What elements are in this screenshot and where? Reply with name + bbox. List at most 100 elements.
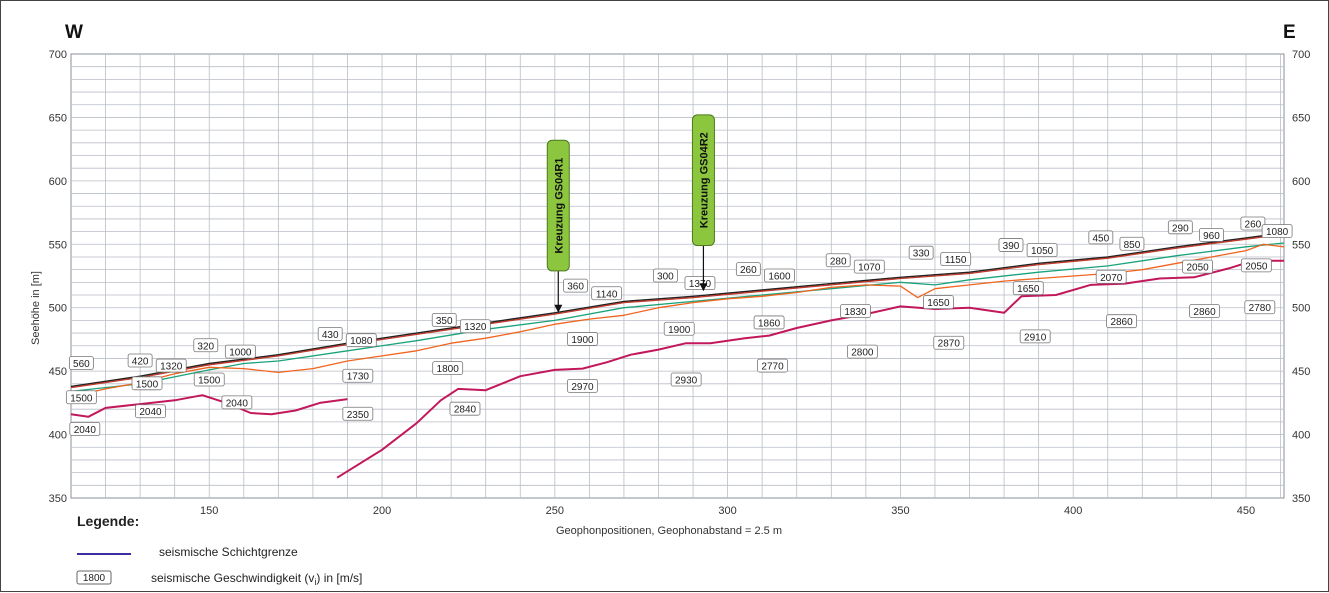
velocity-label-text: 1800 <box>437 364 460 375</box>
velocity-label-text: 2860 <box>1193 307 1216 318</box>
velocity-label: 330 <box>908 245 934 260</box>
velocity-label-text: 2840 <box>454 405 477 416</box>
crossing-markers-layer: Kreuzung GS04R1 Kreuzung GS04R2 <box>546 114 715 313</box>
velocity-label-box <box>1167 220 1193 235</box>
y-tick-label-right: 700 <box>1292 49 1310 61</box>
velocity-label: 1860 <box>753 315 785 330</box>
velocity-label-text: 2040 <box>139 407 162 418</box>
velocity-label-text: 1600 <box>768 272 791 283</box>
velocity-label: 560 <box>68 356 94 370</box>
velocity-label-box <box>591 286 623 301</box>
velocity-label-box <box>670 372 702 387</box>
velocity-label-text: 1000 <box>229 348 252 359</box>
velocity-label: 2350 <box>342 406 374 421</box>
velocity-label-box <box>923 295 954 310</box>
velocity-label-text: 1650 <box>927 298 950 309</box>
crossing-marker-box <box>691 114 715 247</box>
velocity-label: 1070 <box>853 259 885 274</box>
x-tick-label: 300 <box>718 505 736 517</box>
velocity-label-box <box>1088 230 1114 245</box>
velocity-label-box <box>998 238 1024 252</box>
velocity-label-box <box>1182 259 1214 274</box>
direction-west: W <box>65 22 83 43</box>
velocity-label-box <box>193 338 219 353</box>
velocity-label-box <box>764 268 795 283</box>
x-tick-label: 150 <box>200 505 218 517</box>
y-tick-label-left: 400 <box>49 430 67 442</box>
x-tick-label: 350 <box>891 505 909 517</box>
velocity-label-text: 2350 <box>347 410 370 421</box>
velocity-label-box <box>65 390 97 405</box>
velocity-label: 1650 <box>1012 281 1044 295</box>
velocity-label-text: 320 <box>197 341 214 352</box>
velocity-label: 2050 <box>1240 258 1272 273</box>
velocity-label-box <box>1240 216 1266 231</box>
velocity-label-box <box>224 344 256 359</box>
velocity-label: 1500 <box>193 372 225 387</box>
series-line-1 <box>70 232 1285 388</box>
series-line-2 <box>70 233 1285 389</box>
velocity-label-box <box>1189 304 1220 318</box>
velocity-label-text: 850 <box>1124 240 1141 251</box>
velocity-label-text: 1830 <box>844 307 867 318</box>
velocity-label: 1080 <box>345 333 377 348</box>
velocity-label: 2870 <box>933 335 965 350</box>
velocity-label-text: 260 <box>1245 219 1262 230</box>
velocity-label-text: 1900 <box>571 335 594 346</box>
crossing-marker-box <box>546 139 570 272</box>
velocity-label-box <box>908 245 934 260</box>
velocity-label-box <box>846 344 878 359</box>
legend-box-subscript: i <box>314 577 316 587</box>
velocity-label-text: 2050 <box>1245 261 1268 272</box>
velocity-label: 1500 <box>131 376 163 390</box>
legend-title: Legende: <box>77 513 139 529</box>
velocity-label-box <box>221 395 253 410</box>
velocity-label: 2770 <box>757 358 788 373</box>
y-tick-label-right: 550 <box>1292 239 1310 251</box>
crossing-marker-arrow <box>699 283 708 292</box>
velocity-label: 960 <box>1199 228 1224 242</box>
velocity-label-box <box>193 372 225 387</box>
y-tick-label-left: 350 <box>49 493 67 505</box>
x-tick-label: 450 <box>1237 505 1255 517</box>
velocity-label: 1900 <box>663 321 695 336</box>
velocity-label-box <box>342 406 374 421</box>
velocity-label-box <box>753 315 785 330</box>
velocity-label: 320 <box>193 338 219 353</box>
legend-box-sample <box>76 570 112 585</box>
velocity-label: 2050 <box>1182 259 1214 274</box>
velocity-label: 1000 <box>224 344 256 359</box>
velocity-label-box <box>853 259 885 274</box>
direction-east: E <box>1283 22 1296 43</box>
x-axis-label: Geophonpositionen, Geophonabstand = 2.5 … <box>556 525 782 537</box>
velocity-label: 2040 <box>69 422 101 436</box>
velocity-label: 1650 <box>923 295 954 310</box>
legend-box-text-b: ) in [m/s] <box>316 571 362 585</box>
y-tick-label-left: 500 <box>49 303 67 315</box>
velocity-label-text: 2040 <box>74 425 97 436</box>
velocity-label-text: 2780 <box>1249 303 1272 314</box>
series-line-5 <box>70 394 348 418</box>
velocity-label-text: 560 <box>73 359 90 370</box>
velocity-label-text: 1080 <box>350 336 373 347</box>
velocity-label: 2910 <box>1019 329 1051 343</box>
velocity-label: 1900 <box>567 332 598 346</box>
velocity-label-box <box>684 276 716 291</box>
crossing-marker-label: Kreuzung GS04R1 <box>553 158 565 254</box>
velocity-label-box <box>345 333 377 348</box>
velocity-label-text: 280 <box>830 256 847 267</box>
velocity-label-text: 1070 <box>858 263 881 274</box>
velocity-label: 2930 <box>670 372 702 387</box>
velocity-label-box <box>1119 236 1145 251</box>
velocity-label-text: 2050 <box>1186 263 1209 274</box>
velocity-label: 260 <box>735 262 761 276</box>
velocity-label-box <box>1240 258 1272 273</box>
y-tick-label-right: 400 <box>1292 430 1310 442</box>
velocity-label: 2860 <box>1189 304 1220 318</box>
velocity-label-text: 2910 <box>1024 332 1047 343</box>
velocity-label: 1320 <box>459 319 491 333</box>
y-axis-label: Seehöhe in [m] <box>30 271 42 345</box>
velocity-label-box <box>940 252 972 266</box>
